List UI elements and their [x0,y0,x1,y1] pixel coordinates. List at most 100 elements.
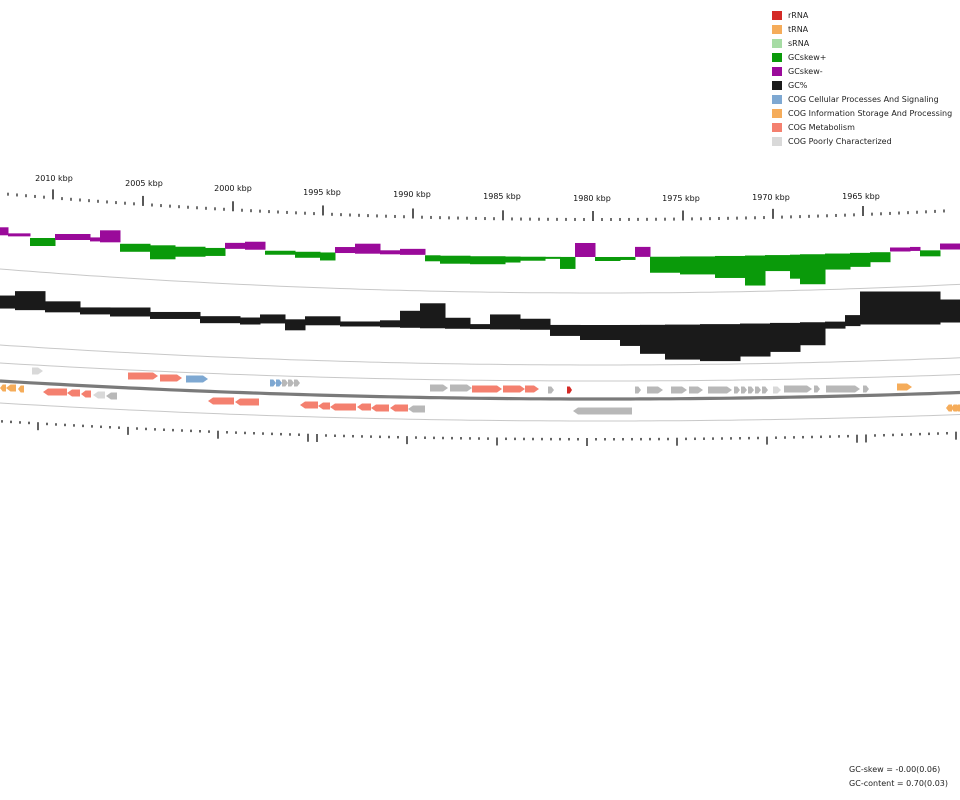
skew-positive-bar [320,252,336,261]
legend-item: GCskew- [772,64,958,78]
legend-item: rRNA [772,8,958,22]
cds-gene [755,386,761,394]
tick-label-1985: 1985 kbp [483,192,521,201]
gc-bar [420,303,446,329]
gc-bar [110,307,151,317]
legend-swatch [772,136,782,146]
cds-gene [647,386,663,394]
skew-positive-bar [715,255,746,278]
cds-gene [106,392,117,400]
skew-positive-bar [650,256,681,273]
cog-poor-gene [93,391,105,399]
ring-line [0,268,960,294]
legend-swatch [772,94,782,104]
cds-gene [430,384,448,392]
gc-bar [150,311,201,319]
feature-track [0,367,960,415]
skew-negative-bar [635,246,651,257]
legend-item: COG Cellular Processes And Signaling [772,92,958,106]
skew-positive-bar [520,256,546,261]
gc-bar [305,316,341,326]
gc-bar [550,324,581,336]
cds-gene [635,386,641,394]
cog-metabolism-gene [371,404,389,412]
trna-gene [18,385,24,393]
gc-bar [0,295,16,309]
cds-gene [450,384,472,392]
cog-poor-gene [32,367,43,375]
cog-metabolism-gene [503,385,525,393]
tick-label-1980: 1980 kbp [573,194,611,203]
skew-positive-bar [505,256,521,263]
legend-swatch [772,108,782,118]
gc-bar [200,316,241,324]
legend-label: COG Poorly Characterized [788,136,892,146]
legend-item: sRNA [772,36,958,50]
cds-gene [748,386,754,394]
gc-bar [470,324,491,330]
skew-positive-bar [680,256,716,275]
skew-positive-bar [825,253,851,270]
skew-negative-bar [225,242,246,249]
legend-label: COG Metabolism [788,122,855,132]
skew-negative-bar [910,246,921,251]
tick-label-1970: 1970 kbp [752,193,790,202]
skew-positive-bar [150,245,176,260]
legend-item: GCskew+ [772,50,958,64]
gc-bar [800,322,826,346]
cog-metabolism-gene [160,374,182,382]
cog-poor-gene [773,386,781,394]
gc-bar [15,291,46,311]
skew-positive-bar [120,243,151,252]
trna-gene [955,404,960,412]
skew-negative-bar [245,241,266,250]
cog-cellular-gene [270,379,276,387]
cds-gene [294,379,300,387]
cds-gene [762,386,768,394]
cog-metabolism-gene [390,404,408,412]
gc-content-stat: GC-content = 0.70(0.03) [849,779,948,788]
cog-metabolism-gene [300,401,318,409]
ring-line [0,379,960,401]
legend: rRNA tRNA sRNA GCskew+ GCskew- GC% COG Cellula… [772,8,958,148]
gc-bar [445,317,471,329]
skew-positive-bar [800,254,826,285]
cds-gene [548,386,554,394]
cds-gene [282,379,288,387]
skew-negative-bar [355,243,381,254]
cog-metabolism-gene [525,385,539,393]
gc-bar [740,323,771,357]
legend-swatch [772,122,782,132]
gc-content-track [0,291,960,362]
legend-label: COG Cellular Processes And Signaling [788,94,939,104]
skew-positive-bar [30,238,56,247]
cog-metabolism-gene [67,389,80,397]
gc-bar [45,301,81,313]
cog-metabolism-gene [128,372,158,380]
gc-bar [665,324,701,360]
gc-bar [940,299,960,323]
legend-item: tRNA [772,22,958,36]
tick-label-2010: 2010 kbp [35,174,73,183]
cds-gene [826,385,860,393]
legend-label: GCskew- [788,66,823,76]
legend-swatch [772,80,782,90]
skew-negative-bar [400,248,426,255]
gc-bar [490,314,521,330]
skew-negative-bar [380,250,401,255]
legend-label: GCskew+ [788,52,827,62]
skew-negative-bar [575,242,596,257]
legend-label: GC% [788,80,808,90]
gc-bar [620,324,641,346]
trna-gene [951,404,957,412]
cog-cellular-gene [186,375,208,383]
ring-line [0,362,960,382]
skew-positive-bar [175,246,206,257]
trna-gene [946,404,952,412]
skew-positive-bar [560,256,576,269]
gc-bar [860,291,941,325]
skew-negative-bar [0,227,9,236]
skew-positive-bar [850,252,871,267]
skew-positive-bar [870,252,891,263]
ring-line [0,402,960,422]
